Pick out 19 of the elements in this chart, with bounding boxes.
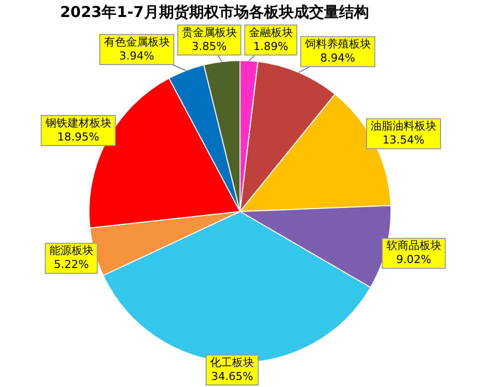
data-label: 13.54% xyxy=(382,134,424,147)
data-label: 8.94% xyxy=(320,52,356,65)
slice-label: 化工板块 xyxy=(210,356,254,369)
slice-label: 饲料养殖板块 xyxy=(304,38,371,51)
slice-label: 软商品板块 xyxy=(386,239,442,252)
data-label: 1.89% xyxy=(253,40,288,53)
slice-label: 钢铁建材板块 xyxy=(44,116,112,130)
data-label: 3.94% xyxy=(119,49,154,62)
data-label: 34.65% xyxy=(211,370,254,383)
slice-label: 油脂油料板块 xyxy=(370,120,436,133)
slice-label: 贵金属板块 xyxy=(182,26,237,39)
slice-label: 有色金属板块 xyxy=(104,35,170,48)
slice-label: 金融板块 xyxy=(248,26,293,39)
data-label: 3.85% xyxy=(192,40,227,53)
slice-label: 能源板块 xyxy=(49,244,94,258)
data-label: 5.22% xyxy=(54,258,89,272)
data-label: 9.02% xyxy=(396,253,432,266)
chart-title: 2023年1-7月期货期权市场各板块成交量结构 xyxy=(60,2,369,21)
data-label: 18.95% xyxy=(57,130,100,144)
